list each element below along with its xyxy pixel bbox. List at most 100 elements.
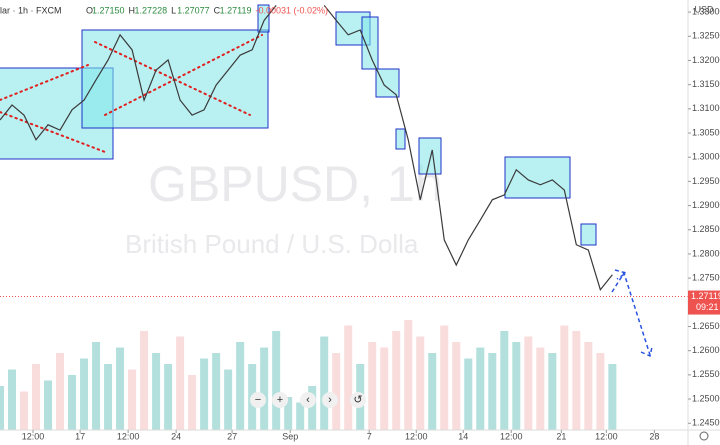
- volume-bar: [56, 353, 65, 430]
- volume-bar: [104, 364, 113, 430]
- dotted-trend-line: [104, 34, 263, 116]
- volume-bar: [92, 342, 101, 430]
- scroll-left-button[interactable]: [300, 392, 316, 408]
- price-line: [0, 4, 277, 141]
- ohlc-key: H: [129, 5, 136, 15]
- range-box: [375, 68, 400, 98]
- y-tick-label: 1.26500: [692, 321, 720, 331]
- reset-button[interactable]: [350, 392, 366, 408]
- zoom-out-label: −: [255, 394, 261, 406]
- zoom-in-label: +: [277, 394, 283, 406]
- y-tick-label: 1.26000: [692, 345, 720, 355]
- volume-bar: [44, 380, 53, 430]
- volume-bar: [116, 347, 125, 430]
- volume-bar: [80, 358, 89, 430]
- x-tick-label: 28: [649, 431, 659, 441]
- volume-bar: [512, 342, 521, 430]
- volume-bar: [164, 364, 173, 430]
- volume-bar: [272, 331, 281, 430]
- symbol-info: lar · 1h · FXCM: [0, 5, 62, 15]
- trend-lines: [0, 34, 263, 153]
- y-tick-label: 1.24500: [692, 418, 720, 428]
- volume-bar: [380, 347, 389, 430]
- nav-buttons: − + ‹ › ↺: [250, 392, 366, 408]
- ohlc-key: L: [171, 5, 176, 15]
- dotted-trend-line: [94, 41, 251, 116]
- volume-bar: [392, 331, 401, 430]
- volume-bar: [128, 369, 137, 430]
- ohlc-key: O: [86, 5, 93, 15]
- scroll-right-label: ›: [328, 394, 332, 406]
- ohlc-key: C: [214, 5, 221, 15]
- y-tick-label: 1.28500: [692, 224, 720, 234]
- volume-bar: [296, 402, 305, 430]
- volume-bar: [464, 358, 473, 430]
- volume-bar: [20, 391, 29, 430]
- volume-bar: [368, 342, 377, 430]
- volume-bar: [176, 336, 185, 430]
- range-box: [395, 128, 406, 150]
- range-box: [361, 16, 379, 70]
- x-tick-label: 12:00: [22, 431, 45, 441]
- y-tick-label: 1.25000: [692, 393, 720, 403]
- y-tick-label: 1.31000: [692, 103, 720, 113]
- volume-bar: [224, 369, 233, 430]
- volume-bar: [404, 320, 413, 430]
- x-tick-label: 24: [171, 431, 181, 441]
- volume-bar: [536, 347, 545, 430]
- last-price-label: 1.27119: [691, 291, 720, 301]
- volume-bar: [32, 364, 41, 430]
- volume-bar: [572, 331, 581, 430]
- y-tick-label: 1.32500: [692, 31, 720, 41]
- scroll-left-label: ‹: [306, 394, 310, 406]
- ohlc-value: 1.27228: [135, 5, 168, 15]
- volume-bar: [344, 325, 353, 430]
- zoom-in-button[interactable]: [272, 392, 288, 408]
- last-price-box: [688, 290, 720, 315]
- ohlc-value: -0.00031 (-0.02%): [256, 5, 329, 15]
- x-tick-label: 21: [556, 431, 566, 441]
- zoom-out-button[interactable]: [250, 392, 266, 408]
- x-tick-label: 7: [367, 431, 372, 441]
- volume-bar: [596, 353, 605, 430]
- settings-button[interactable]: [699, 431, 709, 441]
- dotted-trend-line: [0, 64, 89, 101]
- range-box: [257, 4, 270, 33]
- range-box: [418, 137, 442, 175]
- y-tick-label: 1.29000: [692, 200, 720, 210]
- volume-bar: [524, 336, 533, 430]
- volume-bar: [200, 358, 209, 430]
- axis-layer: 1.33000 1.32500 1.32000 1.31500 1.31000 1.305…: [22, 6, 720, 441]
- x-tick-label: 27: [227, 431, 237, 441]
- ohlc-value: 1.27119: [220, 5, 252, 15]
- x-tick-label: Sep: [282, 431, 298, 441]
- volume-bar: [428, 353, 437, 430]
- volume-bar: [260, 347, 269, 430]
- y-tick-label: 1.33000: [692, 6, 720, 16]
- x-tick-label: 17: [75, 431, 85, 441]
- volume-bar: [68, 375, 77, 430]
- volume-bar: [548, 353, 557, 430]
- price-axis: [688, 0, 720, 430]
- x-tick-label: 12:00: [117, 431, 140, 441]
- volume-bar: [488, 353, 497, 430]
- y-tick-label: 1.27500: [692, 272, 720, 282]
- volume-bar: [152, 353, 161, 430]
- volume-bar: [236, 342, 245, 430]
- scroll-right-button[interactable]: [322, 392, 338, 408]
- ohlc-value: 1.27150: [92, 5, 125, 15]
- currency-label: USD: [694, 4, 714, 14]
- watermark-description: British Pound / U.S. Dolla: [125, 229, 419, 259]
- watermark-symbol: GBPUSD, 1h: [148, 156, 443, 212]
- ohlc-legend: O1.27150 H 1.27228 L 1.27077 C 1.27119 -0.00031…: [86, 5, 328, 15]
- x-tick-label: 14: [458, 431, 468, 441]
- volume-bar: [584, 342, 593, 430]
- x-tick-label: 12:00: [405, 431, 428, 441]
- y-tick-label: 1.28000: [692, 248, 720, 258]
- arrow-head: [640, 346, 653, 358]
- price-line: [323, 4, 613, 291]
- x-tick-label: 12:00: [500, 431, 523, 441]
- range-box: [580, 223, 597, 246]
- drawings: [0, 4, 597, 246]
- y-tick-label: 1.32000: [692, 55, 720, 65]
